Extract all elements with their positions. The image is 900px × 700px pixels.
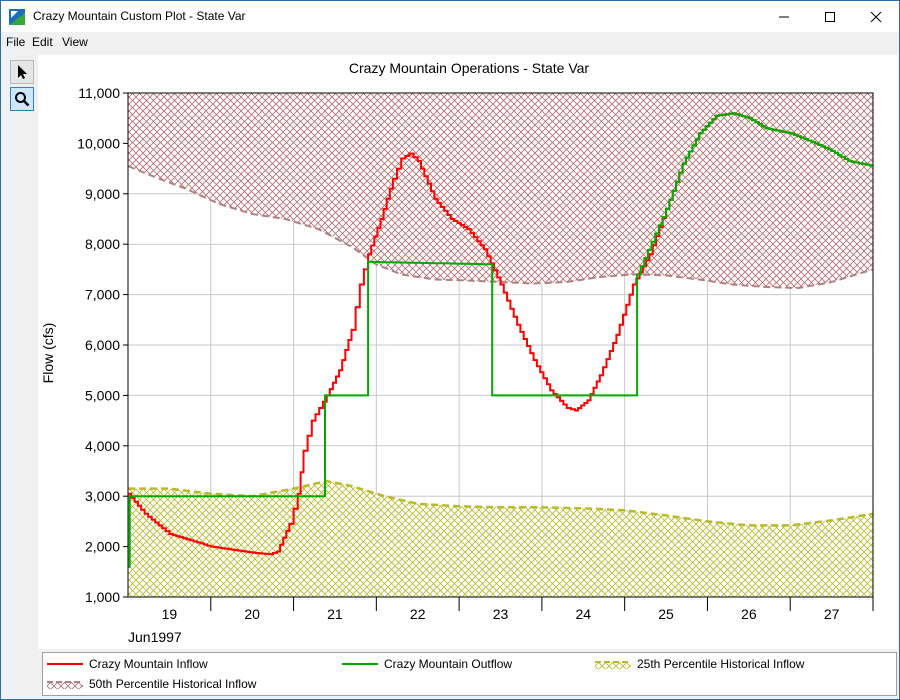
legend-item-p50[interactable]: 50th Percentile Historical Inflow — [47, 677, 256, 691]
legend-label-p50: 50th Percentile Historical Inflow — [89, 677, 257, 691]
y-tick-label: 3,000 — [85, 488, 120, 504]
percentile-areas — [128, 93, 873, 597]
pointer-arrow-icon — [18, 65, 27, 79]
y-tick-label: 4,000 — [85, 438, 120, 454]
menu-view[interactable]: View — [62, 35, 88, 49]
menu-bar: File Edit View — [1, 32, 899, 52]
legend-label-inflow: Crazy Mountain Inflow — [89, 657, 208, 671]
x-tick-label: 22 — [410, 606, 426, 622]
app-icon — [9, 9, 25, 25]
legend-item-outflow[interactable]: Crazy Mountain Outflow — [342, 657, 512, 671]
x-tick-label: 27 — [824, 606, 840, 622]
x-tick-label: 26 — [741, 606, 757, 622]
menu-edit[interactable]: Edit — [32, 35, 53, 49]
zoom-magnifier-icon — [15, 92, 30, 107]
plot-frame — [127, 92, 874, 598]
y-tick-label: 1,000 — [85, 589, 120, 605]
menu-file[interactable]: File — [6, 35, 26, 49]
minimize-button[interactable] — [761, 1, 807, 32]
p50-area-fill — [128, 93, 873, 288]
y-tick-label: 6,000 — [85, 337, 120, 353]
title-bar[interactable]: Crazy Mountain Custom Plot - State Var — [1, 1, 899, 32]
axes: 1,000 2,000 3,000 4,000 5,000 6,000 7,000 8,000… — [77, 85, 874, 622]
zoom-tool-button[interactable] — [10, 87, 34, 111]
x-tick-label: 24 — [575, 606, 591, 622]
legend-label-p25: 25th Percentile Historical Inflow — [637, 657, 805, 671]
legend-swatch-inflow — [47, 663, 83, 665]
close-button[interactable] — [853, 1, 899, 32]
flow-chart[interactable]: Crazy Mountain Operations - State Var Fl… — [38, 55, 898, 649]
legend-item-p25[interactable]: 25th Percentile Historical Inflow — [595, 657, 804, 671]
series-lines — [128, 112, 873, 568]
x-tick-label: 19 — [162, 606, 178, 622]
maximize-button[interactable] — [807, 1, 853, 32]
chart-title: Crazy Mountain Operations - State Var — [349, 60, 590, 76]
y-tick-label: 10,000 — [77, 135, 120, 151]
y-tick-label: 8,000 — [85, 236, 120, 252]
maximize-icon — [825, 11, 835, 22]
y-axis-label: Flow (cfs) — [40, 323, 56, 384]
p25-area-fill — [128, 481, 873, 597]
plot-panel: Crazy Mountain Operations - State Var Fl… — [38, 55, 898, 649]
chart-legend: Crazy Mountain Inflow Crazy Mountain Out… — [42, 652, 897, 696]
x-tick-label: 20 — [244, 606, 260, 622]
y-tick-label: 11,000 — [78, 85, 120, 101]
p50-line — [128, 165, 873, 290]
legend-swatch-outflow — [342, 663, 378, 665]
y-tick-label: 9,000 — [85, 186, 120, 202]
plot-toolbar — [4, 57, 36, 697]
legend-item-inflow[interactable]: Crazy Mountain Inflow — [47, 657, 208, 671]
x-tick-label: 21 — [327, 606, 343, 622]
legend-swatch-p50 — [47, 681, 83, 689]
y-tick-label: 5,000 — [85, 387, 120, 403]
legend-label-outflow: Crazy Mountain Outflow — [384, 657, 513, 671]
outflow-line — [128, 112, 873, 568]
close-icon — [870, 11, 882, 22]
legend-swatch-p25 — [595, 661, 631, 669]
x-tick-label: 25 — [658, 606, 674, 622]
p25-line — [128, 479, 873, 527]
pointer-tool-button[interactable] — [10, 60, 34, 84]
y-tick-label: 7,000 — [85, 287, 120, 303]
window-title: Crazy Mountain Custom Plot - State Var — [33, 9, 246, 23]
y-tick-label: 2,000 — [85, 539, 120, 555]
x-tick-label: 23 — [493, 606, 509, 622]
x-axis-unit-label: Jun1997 — [128, 629, 182, 645]
minimize-icon — [779, 16, 789, 17]
